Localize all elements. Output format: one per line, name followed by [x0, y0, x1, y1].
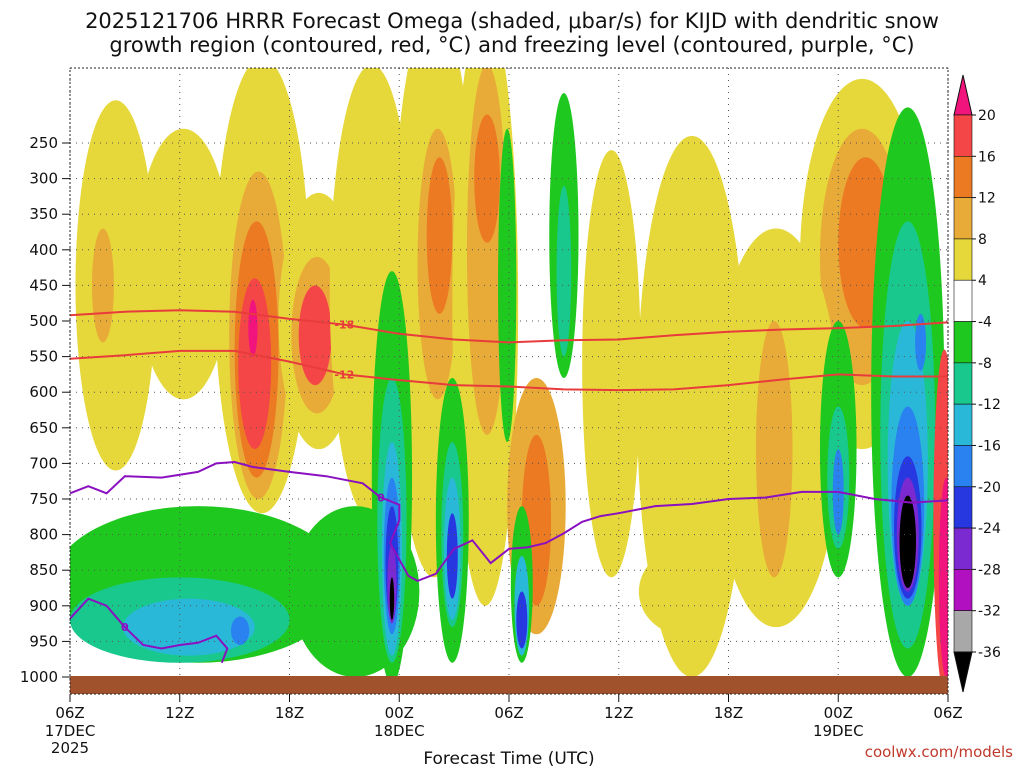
omega-region-59: [899, 495, 916, 588]
y-tick-label-450: 450: [29, 276, 58, 294]
colorbar-label-2: 12: [978, 191, 996, 207]
x-year-label-0: 2025: [51, 739, 89, 757]
y-tick-label-600: 600: [29, 383, 58, 401]
freezing-level-contour-0: [70, 460, 948, 583]
colorbar-bin-10: [953, 486, 973, 529]
dgz-contour-1: [70, 349, 948, 392]
terrain-ground: [70, 676, 948, 694]
omega-region-14: [426, 157, 453, 314]
colorbar-label-8: -16: [978, 438, 1001, 454]
credit-text: coolwx.com/models: [865, 743, 1013, 761]
colorbar-bin-6: [953, 321, 973, 364]
x-date-label-18: 18DEC: [374, 722, 425, 740]
dgz-contour-0: [70, 309, 948, 344]
colorbar-label-1: 16: [978, 149, 996, 165]
colorbar-label-9: -20: [978, 480, 1001, 496]
colorbar-bin-5: [953, 279, 973, 322]
colorbar-top-arrow: [953, 74, 973, 116]
colorbar-bin-4: [953, 238, 973, 281]
dgz-contour-label-1: -12: [334, 368, 354, 381]
y-tick-label-1000: 1000: [20, 668, 58, 686]
omega-region-49: [556, 185, 572, 357]
omega-region-46: [516, 591, 528, 649]
dgz-contour-label-0: -18: [334, 319, 354, 332]
x-tick-label-18: 00Z: [385, 704, 414, 722]
contour-layer: -18 -12 0 0: [70, 309, 948, 664]
colorbar: 20 16 12 8 4 -4 -8 -12 -16 -20 -24 -28 -32 -36: [953, 74, 1001, 693]
colorbar-label-10: -24: [978, 521, 1001, 537]
x-tick-label-30: 12Z: [604, 704, 633, 722]
omega-region-0: [75, 100, 156, 471]
omega-region-27: [638, 548, 727, 635]
colorbar-label-4: 4: [978, 273, 987, 289]
colorbar-bin-9: [953, 445, 973, 488]
freezing-level-contour-1: [70, 597, 229, 664]
freezing-level-contour-label-0: 0: [377, 492, 385, 505]
y-tick-label-950: 950: [29, 632, 58, 650]
omega-region-10: [298, 285, 332, 386]
x-tick-label-24: 06Z: [494, 704, 523, 722]
y-tick-label-500: 500: [29, 312, 58, 330]
colorbar-bin-8: [953, 403, 973, 446]
x-tick-label-36: 18Z: [714, 704, 743, 722]
omega-region-19: [637, 135, 747, 677]
colorbar-label-3: 8: [978, 232, 987, 248]
y-tick-label-700: 700: [29, 454, 58, 472]
colorbar-bottom-arrow: [953, 651, 973, 693]
colorbar-label-7: -12: [978, 397, 1001, 413]
chart-title-line1: 2025121706 HRRR Forecast Omega (shaded, …: [85, 9, 939, 33]
omega-region-62: [938, 477, 948, 677]
colorbar-bin-3: [953, 197, 973, 240]
x-tick-label-12: 18Z: [275, 704, 304, 722]
colorbar-label-0: 20: [978, 108, 996, 124]
omega-region-1: [91, 228, 114, 343]
x-tick-label-0: 06Z: [55, 704, 84, 722]
omega-region-7: [248, 299, 258, 357]
x-tick-label-48: 06Z: [933, 704, 962, 722]
omega-region-60: [915, 313, 927, 371]
y-tick-label-650: 650: [29, 419, 58, 437]
x-tick-label-6: 12Z: [165, 704, 194, 722]
y-tick-label-850: 850: [29, 561, 58, 579]
x-axis-title: Forecast Time (UTC): [423, 749, 594, 768]
colorbar-bin-12: [953, 569, 973, 611]
omega-shading-layer: [70, 68, 948, 692]
colorbar-bin-2: [953, 156, 973, 198]
x-tick-label-42: 00Z: [824, 704, 853, 722]
colorbar-bin-13: [953, 610, 973, 653]
y-tick-label-400: 400: [29, 241, 58, 259]
colorbar-label-12: -32: [978, 604, 1001, 620]
y-tick-label-550: 550: [29, 348, 58, 366]
y-tick-label-900: 900: [29, 597, 58, 615]
colorbar-bin-11: [953, 527, 973, 570]
colorbar-bin-1: [953, 114, 973, 157]
gridlines: [69, 68, 949, 694]
omega-region-47: [498, 128, 517, 443]
colorbar-label-5: -4: [978, 315, 992, 331]
y-axis: 250 300 350 400 450 500 550 600 650 700 750 800 850 9…: [20, 134, 70, 686]
freezing-level-contour-label-1: 0: [121, 621, 129, 634]
y-tick-label-800: 800: [29, 526, 58, 544]
y-tick-label-350: 350: [29, 205, 58, 223]
colorbar-label-6: -8: [978, 356, 992, 372]
omega-region-43: [446, 513, 458, 599]
y-tick-label-300: 300: [29, 170, 58, 188]
omega-region-24: [755, 321, 793, 578]
y-tick-label-750: 750: [29, 490, 58, 508]
x-date-label-0: 17DEC: [45, 722, 96, 740]
omega-region-39: [389, 577, 395, 621]
omega-region-31: [230, 616, 250, 645]
colorbar-bin-7: [953, 362, 973, 405]
x-date-label-42: 19DEC: [813, 722, 864, 740]
omega-region-17: [474, 114, 500, 243]
omega-region-2: [135, 128, 231, 400]
y-tick-label-250: 250: [29, 134, 58, 152]
colorbar-label-11: -28: [978, 562, 1001, 578]
colorbar-label-13: -36: [978, 645, 1001, 661]
chart-title-line2: growth region (contoured, red, °C) and f…: [109, 33, 914, 57]
omega-region-18: [582, 150, 641, 578]
